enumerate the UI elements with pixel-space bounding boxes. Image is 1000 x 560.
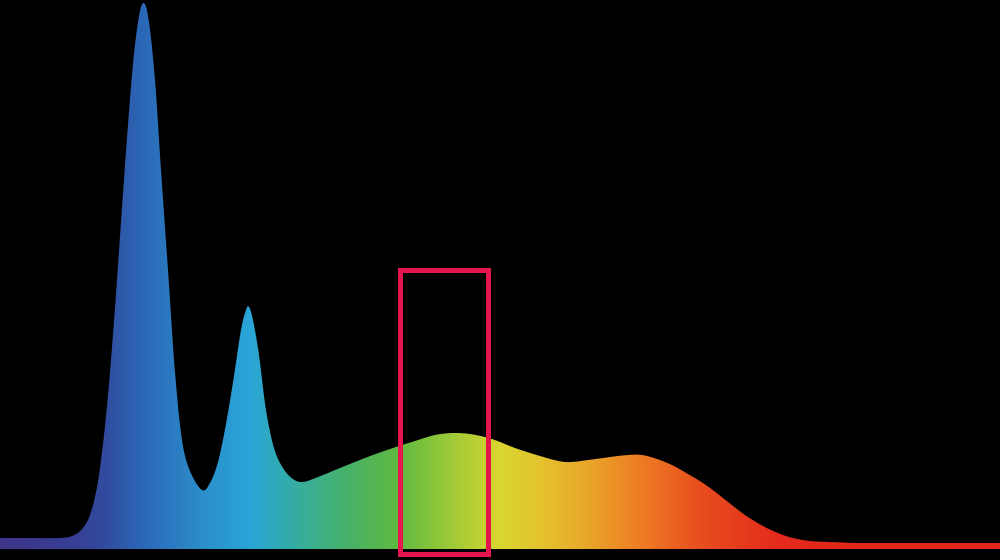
highlight-box-annotation	[398, 268, 491, 557]
spectral-curve-area	[0, 2, 1000, 549]
